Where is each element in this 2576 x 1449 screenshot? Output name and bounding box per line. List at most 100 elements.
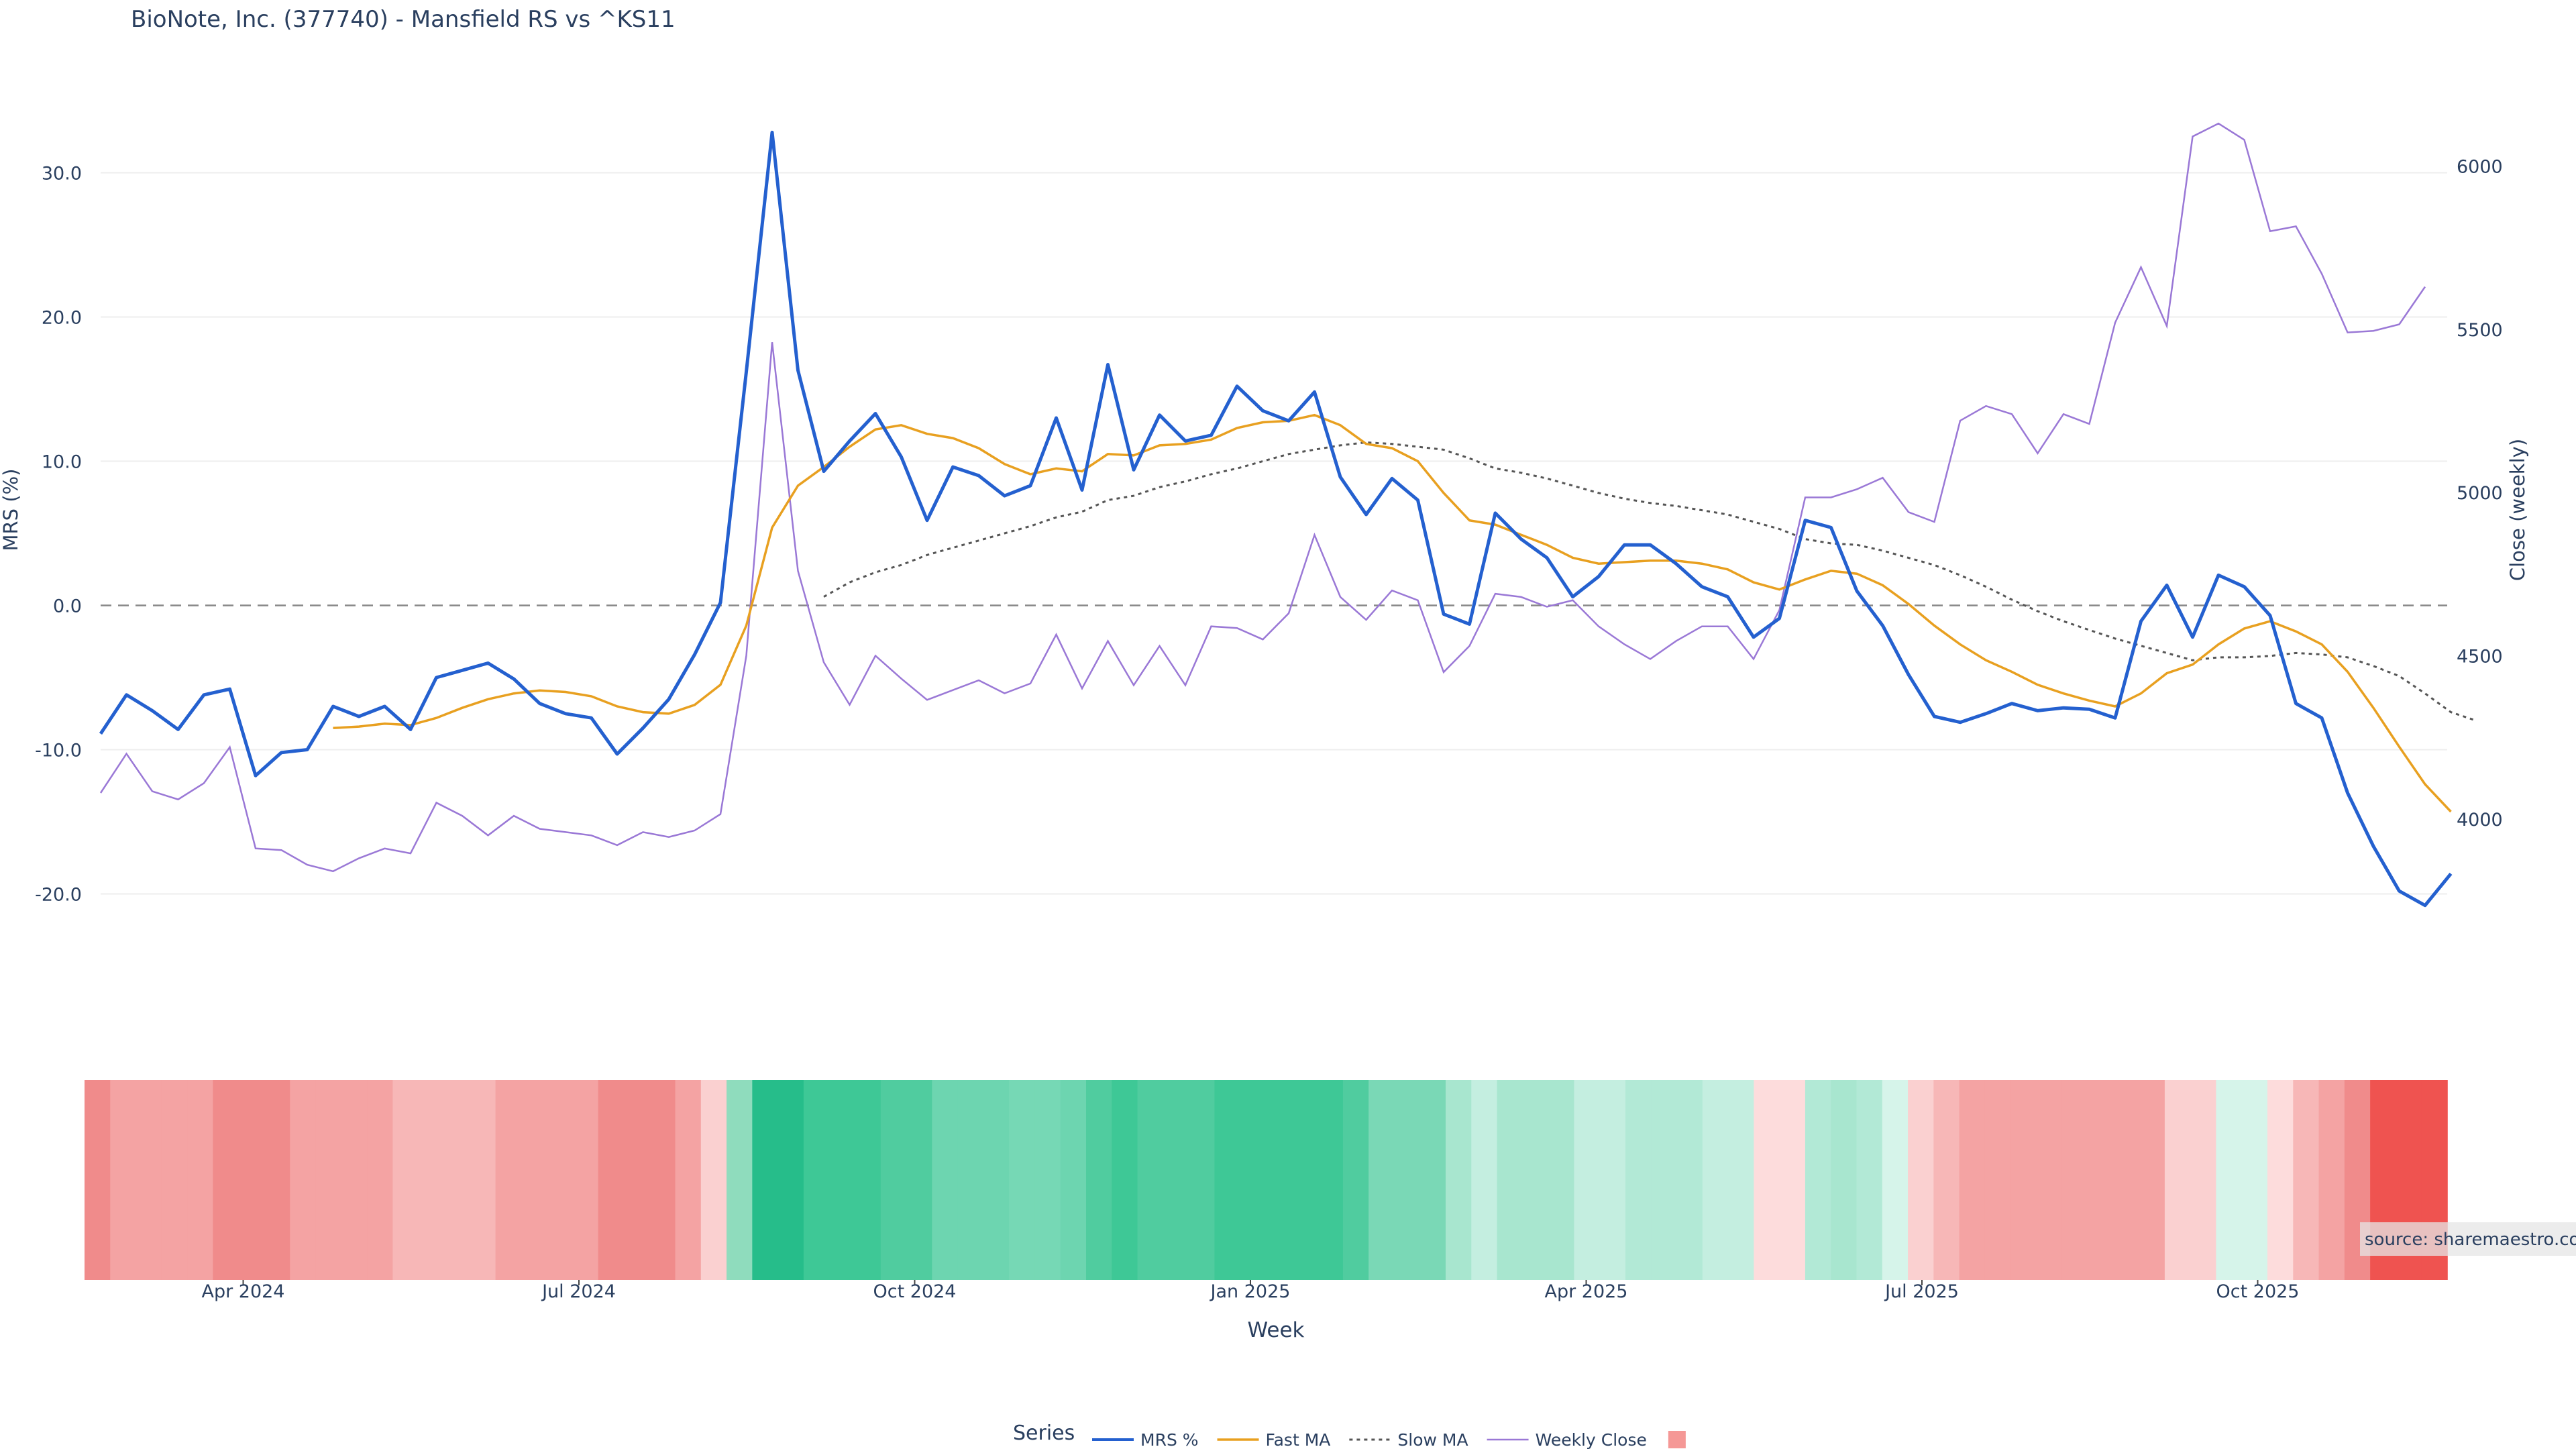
y2-tick-label: 5500 [2457, 320, 2503, 341]
regime-cell [572, 1080, 599, 1280]
x-tick-label: Apr 2025 [1544, 1281, 1627, 1302]
regime-cell [1728, 1080, 1755, 1280]
regime-cell [727, 1080, 753, 1280]
regime-cell [213, 1080, 239, 1280]
regime-cell [1163, 1080, 1189, 1280]
regime-cell [110, 1080, 137, 1280]
regime-cell [1342, 1080, 1369, 1280]
regime-cell [1779, 1080, 1806, 1280]
regime-cell [2139, 1080, 2165, 1280]
x-axis: Apr 2024 Jul 2024 Oct 2024 Jan 2025 Apr 2025… [201, 1280, 2299, 1302]
regime-cell [2293, 1080, 2320, 1280]
y-tick-label: -20.0 [35, 885, 82, 906]
regime-cell [1291, 1080, 1318, 1280]
x-tick-label: Oct 2024 [873, 1281, 957, 1302]
regime-cell [829, 1080, 856, 1280]
regime-cell [855, 1080, 881, 1280]
x-tick-label: Jul 2024 [541, 1281, 616, 1302]
regime-cell [2190, 1080, 2217, 1280]
legend-label: Slow MA [1397, 1430, 1468, 1449]
regime-cell [752, 1080, 779, 1280]
regime-cell [1882, 1080, 1909, 1280]
y-tick-label: -10.0 [35, 741, 82, 761]
regime-cell [1471, 1080, 1498, 1280]
regime-cell [1625, 1080, 1652, 1280]
regime-cell [1009, 1080, 1036, 1280]
source-note: source: sharemaestro.com [2360, 1222, 2576, 1256]
y2-tick-label: 5000 [2457, 483, 2503, 504]
regime-cell [932, 1080, 959, 1280]
regime-cell [906, 1080, 933, 1280]
legend-label: Weekly Close [1536, 1430, 1647, 1449]
regime-cell [957, 1080, 984, 1280]
regime-cell [187, 1080, 214, 1280]
source-note-background [2360, 1222, 2576, 1256]
regime-cell [1959, 1080, 1986, 1280]
regime-cell [1522, 1080, 1549, 1280]
x-tick-label: Jan 2025 [1210, 1281, 1291, 1302]
regime-strip [85, 1080, 2448, 1280]
regime-cell [418, 1080, 445, 1280]
regime-cell [2061, 1080, 2088, 1280]
legend-item-slow: Slow MA [1349, 1430, 1468, 1449]
series-line-fast [333, 413, 2452, 813]
regime-cell [777, 1080, 804, 1280]
regime-cell [1702, 1080, 1729, 1280]
regime-cell [1599, 1080, 1626, 1280]
regime-cell [1831, 1080, 1858, 1280]
source-note-text: source: sharemaestro.com [2365, 1230, 2576, 1250]
regime-cell [2113, 1080, 2140, 1280]
legend-swatch-regime [1668, 1431, 1686, 1448]
regime-cell [2318, 1080, 2345, 1280]
regime-cell [443, 1080, 471, 1280]
regime-cell [392, 1080, 419, 1280]
regime-cell [1754, 1080, 1780, 1280]
legend: Series MRS % Fast MA Slow MA Weekly Close [1013, 1421, 1686, 1449]
regime-cell [598, 1080, 625, 1280]
regime-cell [803, 1080, 830, 1280]
regime-cell [1984, 1080, 2011, 1280]
regime-cell [367, 1080, 394, 1280]
regime-cell [2010, 1080, 2037, 1280]
y-axis-right: 4000 4500 5000 5500 6000 [2457, 156, 2503, 830]
x-axis-title: Week [1248, 1318, 1305, 1342]
regime-cell [983, 1080, 1010, 1280]
regime-cell [1445, 1080, 1472, 1280]
regime-cell [2216, 1080, 2243, 1280]
y-axis-left: -20.0 -10.0 0.0 10.0 20.0 30.0 [35, 164, 82, 906]
regime-cell [1497, 1080, 1523, 1280]
regime-cell [1574, 1080, 1601, 1280]
y2-tick-label: 6000 [2457, 156, 2503, 177]
regime-cell [161, 1080, 188, 1280]
y2-tick-label: 4500 [2457, 647, 2503, 667]
regime-cell [2164, 1080, 2191, 1280]
regime-cell [238, 1080, 265, 1280]
regime-cell [1394, 1080, 1421, 1280]
regime-cell [1060, 1080, 1087, 1280]
regime-cell [264, 1080, 291, 1280]
regime-cell [2036, 1080, 2063, 1280]
regime-cell [290, 1080, 317, 1280]
regime-cell [1676, 1080, 1703, 1280]
regime-cell [700, 1080, 727, 1280]
regime-cell [1651, 1080, 1678, 1280]
regime-cell [315, 1080, 342, 1280]
regime-cell [470, 1080, 496, 1280]
legend-title: Series [1013, 1421, 1075, 1445]
regime-cell [1189, 1080, 1216, 1280]
legend-label: Fast MA [1266, 1430, 1331, 1449]
regime-cell [547, 1080, 574, 1280]
plot-area [99, 122, 2477, 908]
regime-cell [1419, 1080, 1446, 1280]
regime-cell [1368, 1080, 1395, 1280]
regime-cell [675, 1080, 702, 1280]
regime-cell [880, 1080, 907, 1280]
y2-axis-title: Close (weekly) [2506, 439, 2529, 581]
regime-cell [1908, 1080, 1935, 1280]
regime-cell [1548, 1080, 1575, 1280]
legend-item-fast: Fast MA [1217, 1430, 1331, 1449]
y-tick-label: 0.0 [53, 596, 82, 617]
regime-cell [1317, 1080, 1344, 1280]
regime-cell [495, 1080, 522, 1280]
y-tick-label: 10.0 [42, 452, 82, 473]
